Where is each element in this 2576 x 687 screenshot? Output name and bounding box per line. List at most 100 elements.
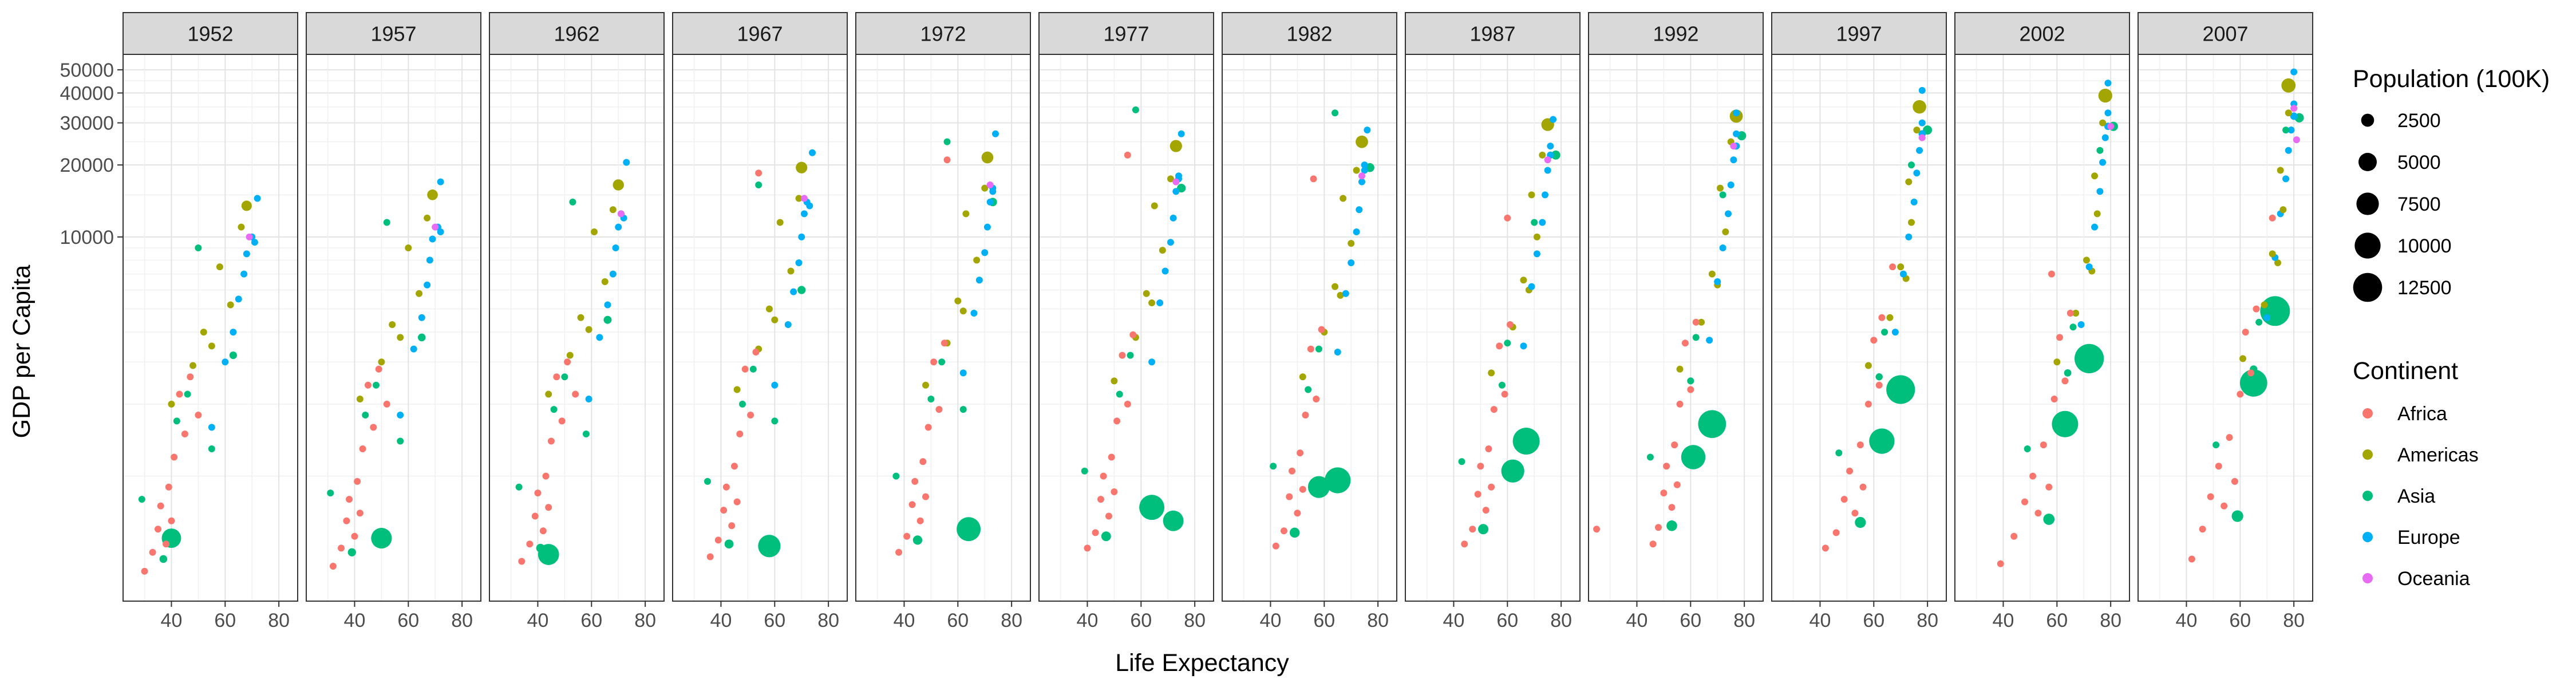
data-point-europe	[1364, 127, 1371, 134]
data-point-americas	[765, 305, 773, 313]
data-point-africa	[1477, 463, 1484, 470]
data-point-americas	[1488, 369, 1495, 377]
panel-background	[2138, 54, 2313, 601]
data-point-americas	[776, 219, 784, 226]
x-tick-label: 80	[1001, 610, 1022, 631]
data-point-asia	[1478, 524, 1489, 535]
data-point-europe	[989, 188, 997, 195]
data-point-americas	[795, 195, 803, 202]
data-point-europe	[609, 270, 617, 278]
x-tick-label: 80	[2100, 610, 2121, 631]
data-point-africa	[2010, 532, 2018, 540]
data-point-europe	[1916, 147, 1923, 154]
data-point-africa	[935, 406, 943, 413]
data-point-americas	[1913, 127, 1921, 134]
data-point-oceania	[432, 223, 439, 231]
x-tick-label: 80	[1184, 610, 1206, 631]
size-legend-label: 5000	[2397, 152, 2441, 173]
data-point-africa	[1129, 331, 1137, 338]
facet-strip	[1222, 12, 1397, 55]
data-point-africa	[1856, 441, 1864, 449]
data-point-americas	[733, 386, 741, 393]
data-point-asia	[1305, 386, 1312, 393]
data-point-europe	[1733, 109, 1740, 117]
data-point-africa	[187, 373, 194, 381]
data-point-africa	[553, 373, 560, 381]
x-tick-label: 60	[1680, 610, 1701, 631]
data-point-europe	[1533, 250, 1540, 258]
data-point-europe	[1156, 299, 1164, 307]
data-point-americas	[981, 184, 989, 192]
panel-border	[489, 54, 665, 602]
panel-background	[123, 54, 298, 601]
data-point-asia	[1698, 410, 1726, 439]
data-point-asia	[1127, 352, 1134, 359]
data-point-africa	[1496, 342, 1503, 350]
data-point-americas	[1905, 178, 1913, 185]
data-point-europe	[1172, 188, 1180, 195]
panel-border	[1222, 54, 1397, 602]
data-point-africa	[370, 424, 377, 431]
panel-background	[1222, 54, 1397, 601]
data-point-americas	[2269, 250, 2276, 258]
color-legend-label: Oceania	[2397, 568, 2470, 590]
data-point-asia	[159, 555, 168, 563]
data-point-europe	[1148, 358, 1156, 366]
facet-strip-label: 1987	[1469, 22, 1515, 46]
data-point-africa	[195, 411, 202, 418]
data-point-africa	[2021, 498, 2028, 506]
data-point-africa	[747, 411, 754, 418]
x-tick-label: 80	[1550, 610, 1572, 631]
data-point-americas	[1332, 283, 1339, 290]
data-point-americas	[389, 321, 396, 328]
data-point-africa	[354, 477, 361, 485]
data-point-europe	[784, 321, 792, 328]
x-tick-label: 40	[1260, 610, 1282, 631]
data-point-europe	[1891, 329, 1899, 336]
y-tick-label: 40000	[60, 82, 114, 104]
data-point-americas	[973, 256, 981, 264]
data-point-asia	[515, 483, 523, 491]
data-point-asia	[1886, 375, 1915, 404]
data-point-americas	[416, 290, 423, 297]
x-tick-label: 60	[214, 610, 236, 631]
data-point-africa	[1488, 483, 1495, 491]
size-legend-label: 10000	[2397, 235, 2452, 257]
data-point-africa	[356, 510, 364, 517]
data-point-americas	[189, 362, 196, 369]
data-point-europe	[2282, 175, 2290, 183]
data-point-africa	[2207, 493, 2214, 500]
data-point-europe	[2085, 263, 2093, 271]
data-point-africa	[2034, 510, 2042, 517]
data-point-africa	[375, 365, 382, 373]
data-point-asia	[1139, 495, 1165, 520]
data-point-asia	[327, 489, 334, 497]
facet-panel-1977: 1977 40 60 80	[1038, 12, 1214, 631]
facet-strip	[855, 12, 1031, 55]
facet-strip-label: 2007	[2202, 22, 2248, 46]
data-point-asia	[2064, 369, 2072, 377]
data-point-asia	[1498, 381, 1506, 389]
data-point-europe	[1361, 161, 1368, 169]
data-point-africa	[1286, 493, 1293, 500]
data-point-africa	[2231, 477, 2238, 485]
data-point-africa	[165, 483, 172, 491]
data-point-africa	[1280, 527, 1287, 535]
data-point-africa	[2215, 463, 2222, 470]
color-legend-key	[2362, 449, 2373, 460]
x-tick-label: 40	[894, 610, 915, 631]
data-point-asia	[755, 181, 762, 189]
data-point-africa	[1671, 441, 1678, 449]
data-point-africa	[706, 553, 714, 560]
data-point-americas	[591, 228, 598, 236]
data-point-americas	[585, 326, 592, 333]
data-point-africa	[908, 501, 916, 508]
panel-background	[489, 54, 664, 601]
data-point-africa	[1593, 526, 1601, 533]
data-point-europe	[240, 270, 248, 278]
data-point-asia	[582, 431, 590, 438]
data-point-asia	[1881, 329, 1888, 336]
data-point-asia	[1908, 161, 1915, 169]
data-point-asia	[603, 315, 612, 324]
data-point-asia	[758, 535, 781, 558]
